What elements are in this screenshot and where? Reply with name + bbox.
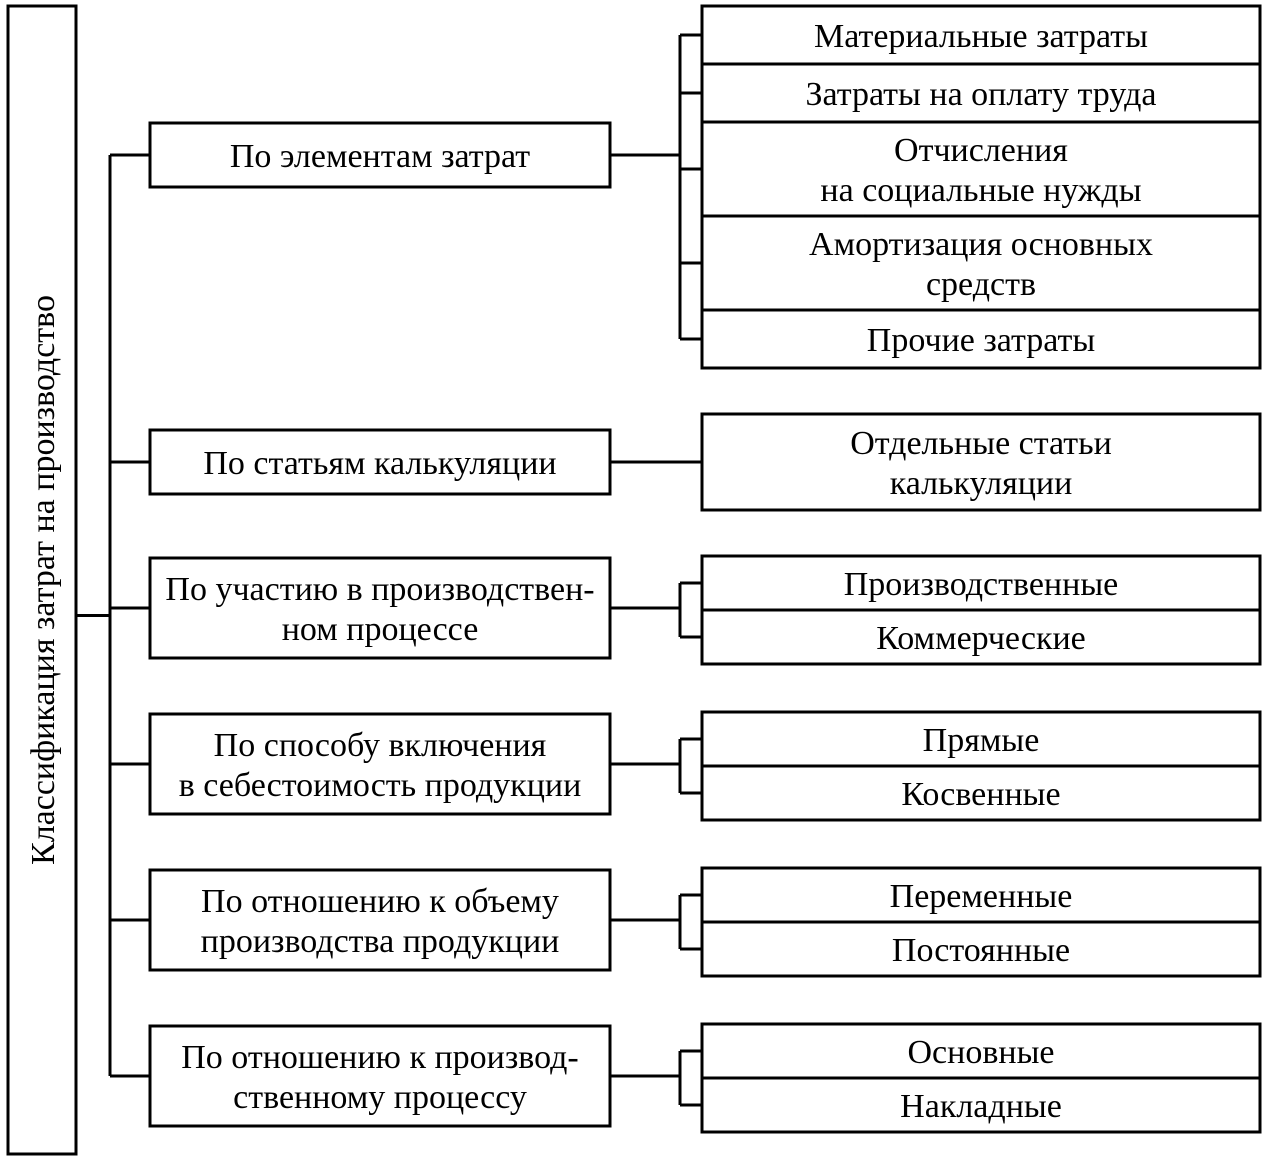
item-prod-label: Производственные: [844, 566, 1119, 603]
item-overhead-label: Накладные: [900, 1088, 1062, 1125]
item-material-label: Материальные затраты: [814, 18, 1148, 55]
item-fixed-label: Постоянные: [892, 932, 1070, 969]
item-indirect-label: Косвенные: [901, 776, 1060, 813]
cat-calc-label: По статьям калькуляции: [203, 445, 556, 482]
item-comm-label: Коммерческие: [876, 620, 1086, 657]
item-direct-label: Прямые: [923, 722, 1040, 759]
item-other-label: Прочие затраты: [867, 322, 1096, 359]
cat-elements-label: По элементам затрат: [230, 138, 530, 175]
root-label: Классификация затрат на производство: [25, 295, 62, 865]
item-labor-label: Затраты на оплату труда: [805, 76, 1156, 113]
item-variable-label: Переменные: [890, 878, 1073, 915]
classification-tree-diagram: Классификация затрат на производство По э…: [0, 0, 1273, 1161]
item-main-label: Основные: [907, 1034, 1054, 1071]
